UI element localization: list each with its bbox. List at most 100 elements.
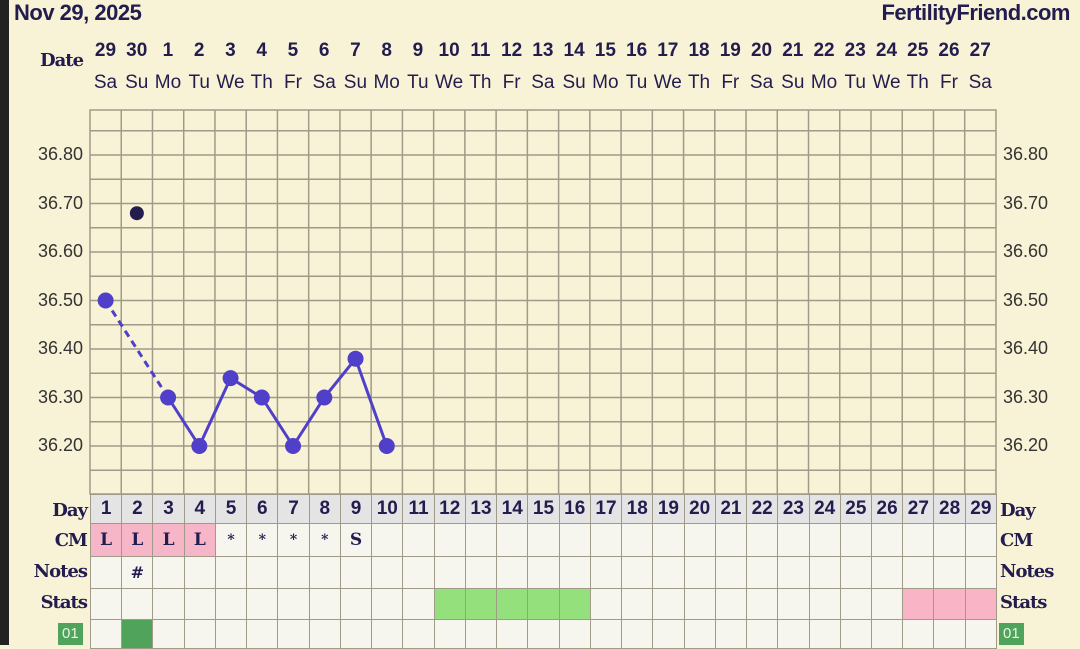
date-number: 23: [844, 40, 866, 61]
stats-cell[interactable]: [871, 588, 904, 620]
cm-cell[interactable]: [902, 523, 935, 557]
cycle-day-cell[interactable]: 11: [402, 494, 435, 524]
stats-cell[interactable]: [839, 588, 872, 620]
y-tick-label: 36.50: [37, 289, 83, 310]
cm-cell[interactable]: *: [308, 523, 341, 557]
stats-cell[interactable]: [964, 588, 997, 620]
cycle-day-cell[interactable]: 18: [621, 494, 654, 524]
cycle-day-cell[interactable]: 5: [214, 494, 248, 524]
cm-cell[interactable]: [964, 523, 997, 557]
cycle-day-cell[interactable]: 16: [558, 494, 591, 524]
cycle-day-cell[interactable]: 15: [527, 494, 560, 524]
cm-cell[interactable]: *: [246, 523, 279, 557]
cm-cell[interactable]: [621, 523, 654, 557]
date-number: 6: [318, 40, 330, 61]
stats-cell[interactable]: [683, 588, 716, 620]
notes-cell[interactable]: [152, 556, 185, 589]
badge-row-cell[interactable]: [964, 619, 997, 649]
badge-row-cell[interactable]: [339, 619, 373, 649]
notes-cell[interactable]: [808, 556, 841, 589]
date-number: 15: [594, 40, 616, 61]
cm-cell[interactable]: [589, 523, 623, 557]
y-tick-label-right: 36.20: [1003, 435, 1049, 455]
cycle-day-cell[interactable]: 8: [308, 494, 341, 524]
date-number: 22: [813, 40, 835, 61]
badge-row-cell[interactable]: [808, 619, 841, 649]
date-number: 3: [225, 40, 236, 61]
notes-cell[interactable]: [902, 556, 935, 589]
temp-point: [347, 350, 364, 367]
y-tick-label: 36.30: [37, 386, 83, 407]
y-tick-label-right: 36.50: [1003, 289, 1049, 310]
temp-point: [285, 438, 302, 454]
badge-row-cell[interactable]: [152, 619, 185, 649]
cm-cell[interactable]: S: [339, 523, 373, 557]
cm-cell[interactable]: [683, 523, 716, 557]
notes-cell[interactable]: [964, 556, 997, 589]
date-number: 7: [350, 40, 361, 61]
line-segment: [291, 396, 326, 447]
date-number: 11: [470, 40, 491, 61]
temp-point: [160, 389, 177, 406]
weekday: Sa: [93, 72, 118, 93]
badge-row-cell[interactable]: [90, 619, 123, 649]
cm-cell[interactable]: L: [90, 523, 123, 557]
y-tick-label: 36.80: [37, 144, 83, 164]
y-tick-label-right: 36.40: [1003, 338, 1049, 358]
weekday: Sa: [749, 72, 774, 93]
stats-cell[interactable]: [558, 588, 591, 620]
plot-area: [89, 109, 997, 495]
stats-cell[interactable]: [152, 588, 185, 620]
weekday: Tu: [625, 72, 648, 93]
notes-cell[interactable]: [402, 556, 435, 589]
date-number: 29: [94, 40, 117, 61]
cm-cell[interactable]: [839, 523, 872, 557]
brand-logo[interactable]: FertilityFriend.com: [881, 0, 1070, 25]
weekday: Fr: [502, 72, 521, 93]
stats-cell[interactable]: [777, 588, 810, 620]
date-number: 25: [907, 40, 929, 61]
weekday: We: [216, 72, 245, 93]
cycle-day-cell[interactable]: 20: [683, 494, 716, 524]
stats-cell[interactable]: [746, 588, 779, 620]
stats-cell[interactable]: [402, 588, 435, 620]
badge-row-cell[interactable]: [214, 619, 248, 649]
weekday: Sa: [312, 72, 336, 93]
line-segment: [323, 357, 357, 399]
badge-row-cell[interactable]: [621, 619, 654, 649]
cycle-day-cell[interactable]: 24: [808, 494, 841, 524]
notes-cell[interactable]: [589, 556, 623, 589]
notes-cell[interactable]: [933, 556, 966, 589]
cycle-day-cell[interactable]: 1: [90, 494, 123, 524]
date-number: 12: [501, 40, 523, 61]
temp-point: [222, 370, 239, 387]
cycle-day-cell[interactable]: 10: [371, 494, 404, 524]
dashed-segment: [104, 299, 170, 399]
temp-point: [378, 438, 395, 454]
stats-cell[interactable]: [714, 588, 748, 620]
date-number: 2: [193, 40, 205, 61]
cycle-day-cell[interactable]: 7: [277, 494, 310, 524]
cycle-badge[interactable]: 01: [58, 623, 83, 645]
cycle-badge-right[interactable]: 01: [999, 623, 1024, 645]
cycle-day-cell[interactable]: 13: [464, 494, 498, 524]
y-tick-label: 36.40: [37, 338, 83, 358]
badge-row-cell[interactable]: [558, 619, 591, 649]
cm-cell[interactable]: L: [121, 523, 154, 557]
notes-cell[interactable]: [433, 556, 466, 589]
cm-cell[interactable]: [871, 523, 904, 557]
weekday: Su: [343, 72, 368, 93]
weekday: Tu: [188, 72, 210, 93]
notes-cell[interactable]: #: [121, 556, 154, 589]
cycle-day-cell[interactable]: 19: [652, 494, 685, 524]
date-number: 16: [626, 40, 648, 61]
chart-date: Nov 29, 2025: [14, 0, 142, 25]
y-tick-label: 36.60: [37, 241, 83, 261]
cycle-day-cell[interactable]: 25: [839, 494, 872, 524]
y-tick-label-right: 36.60: [1003, 241, 1049, 261]
notes-cell[interactable]: [371, 556, 404, 589]
y-tick-label: 36.20: [37, 435, 83, 455]
weekday: Fr: [940, 72, 958, 93]
weekday: Su: [562, 72, 586, 93]
date-number: 14: [563, 40, 585, 61]
